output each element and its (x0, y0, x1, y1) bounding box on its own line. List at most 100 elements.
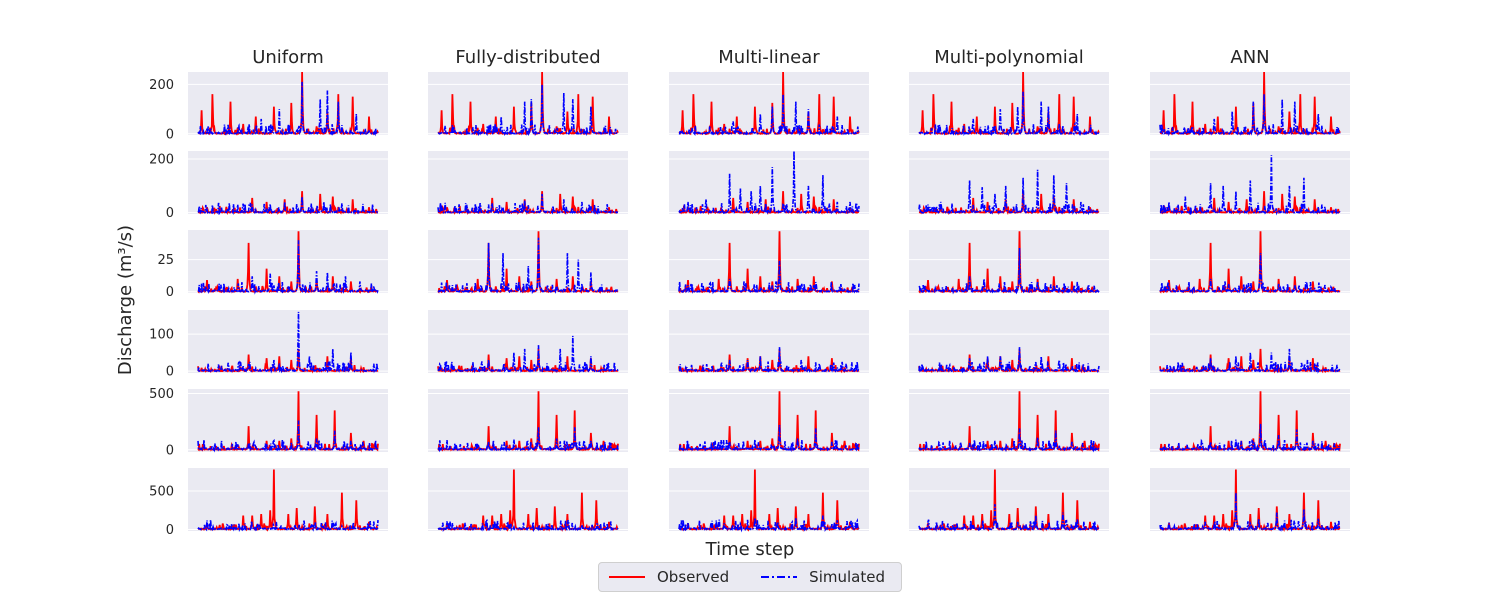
panel-background (428, 230, 628, 293)
panel-r4-c0 (188, 389, 388, 453)
panel-background (428, 151, 628, 214)
observed-series-line (678, 71, 860, 136)
panel-r0-c3 (909, 71, 1109, 137)
y-tick-label: 500 (149, 387, 174, 402)
panel-r0-c1 (428, 71, 628, 137)
simulated-series-line (197, 311, 379, 374)
simulated-series-line (437, 335, 619, 374)
simulated-series-line (1159, 94, 1341, 137)
y-tick-label: 0 (166, 285, 174, 300)
y-tick-label: 25 (157, 253, 174, 268)
column-title-1: Fully-distributed (455, 47, 600, 68)
panel-r3-c3 (909, 310, 1109, 374)
panel-background (1150, 72, 1350, 135)
panel-background (188, 310, 388, 373)
panel-background (669, 230, 869, 293)
simulated-series-line (918, 169, 1100, 216)
simulated-series-line (678, 347, 860, 375)
panel-r4-c2 (669, 389, 869, 453)
y-tick-label: 0 (166, 127, 174, 142)
panel-background (1150, 230, 1350, 293)
y-tick-label: 0 (166, 365, 174, 380)
panel-background (909, 389, 1109, 452)
simulated-series-line (437, 193, 619, 215)
panel-r4-c1 (428, 389, 628, 453)
panel-background (428, 72, 628, 135)
panel-r5-c2 (669, 468, 869, 533)
panel-r1-c1 (428, 151, 628, 216)
panel-r0-c0 (188, 71, 388, 137)
y-tick-label: 0 (166, 206, 174, 221)
panel-r0-c4 (1150, 71, 1350, 137)
simulated-series-line (918, 247, 1100, 295)
panel-background (909, 230, 1109, 293)
panel-r2-c3 (909, 230, 1109, 295)
simulated-series-line (1159, 492, 1341, 533)
y-tick-label: 0 (166, 443, 174, 458)
panel-r4-c4 (1150, 389, 1350, 453)
simulated-series-line (1159, 348, 1341, 374)
panel-r0-c2 (669, 71, 869, 136)
panel-background (188, 230, 388, 293)
panel-background (669, 310, 869, 373)
y-tick-label: 0 (166, 523, 174, 538)
panel-r4-c3 (909, 389, 1109, 453)
simulated-series-line (678, 515, 860, 533)
legend-label-simulated: Simulated (809, 568, 885, 586)
simulated-series-line (197, 240, 379, 295)
x-axis-label: Time step (705, 539, 795, 560)
panel-r1-c4 (1150, 151, 1350, 216)
panel-r2-c4 (1150, 230, 1350, 295)
simulated-series-line (918, 504, 1100, 533)
panel-background (669, 389, 869, 452)
simulated-series-line (678, 424, 860, 453)
column-title-2: Multi-linear (718, 47, 820, 68)
panel-background (669, 151, 869, 214)
panel-background (669, 72, 869, 135)
simulated-series-line (1159, 253, 1341, 295)
simulated-series-line (197, 519, 379, 533)
simulated-line-swatch (761, 576, 798, 578)
observed-line-swatch (609, 576, 645, 578)
panel-r2-c0 (188, 230, 388, 295)
panel-background (428, 389, 628, 452)
panel-background (909, 151, 1109, 214)
simulated-series-line (918, 428, 1100, 453)
simulated-series-line (678, 150, 860, 215)
column-title-4: ANN (1230, 47, 1269, 68)
panel-r2-c2 (669, 230, 869, 295)
panel-r3-c2 (669, 310, 869, 375)
legend-item-simulated: Simulated (761, 568, 885, 586)
simulated-series-line (437, 518, 619, 533)
panel-r1-c0 (188, 151, 388, 216)
panel-r5-c4 (1150, 468, 1350, 533)
panel-r3-c1 (428, 310, 628, 374)
simulated-series-line (918, 91, 1100, 137)
legend: Observed Simulated (598, 562, 902, 592)
panel-r3-c4 (1150, 310, 1350, 374)
y-tick-label: 100 (149, 328, 174, 343)
simulated-series-line (197, 420, 379, 453)
panel-r5-c3 (909, 468, 1109, 533)
panel-r5-c0 (188, 468, 388, 533)
y-tick-label: 200 (149, 78, 174, 93)
simulated-series-line (197, 81, 379, 137)
column-title-3: Multi-polynomial (934, 47, 1084, 68)
y-axis-label: Discharge (m³/s) (115, 225, 136, 375)
panel-background (188, 389, 388, 452)
y-tick-label: 500 (149, 485, 174, 500)
panel-background (428, 310, 628, 373)
y-tick-label: 200 (149, 153, 174, 168)
column-titles: Uniform Fully-distributed Multi-linear Mult… (252, 47, 1269, 68)
simulated-series-line (437, 237, 619, 295)
simulated-series-line (1159, 154, 1341, 216)
legend-item-observed: Observed (609, 568, 729, 586)
simulated-series-line (1159, 423, 1341, 453)
panel-r5-c1 (428, 468, 628, 533)
column-title-0: Uniform (252, 47, 324, 68)
panel-r1-c3 (909, 151, 1109, 216)
panel-r2-c1 (428, 230, 628, 295)
simulated-series-line (918, 347, 1100, 374)
